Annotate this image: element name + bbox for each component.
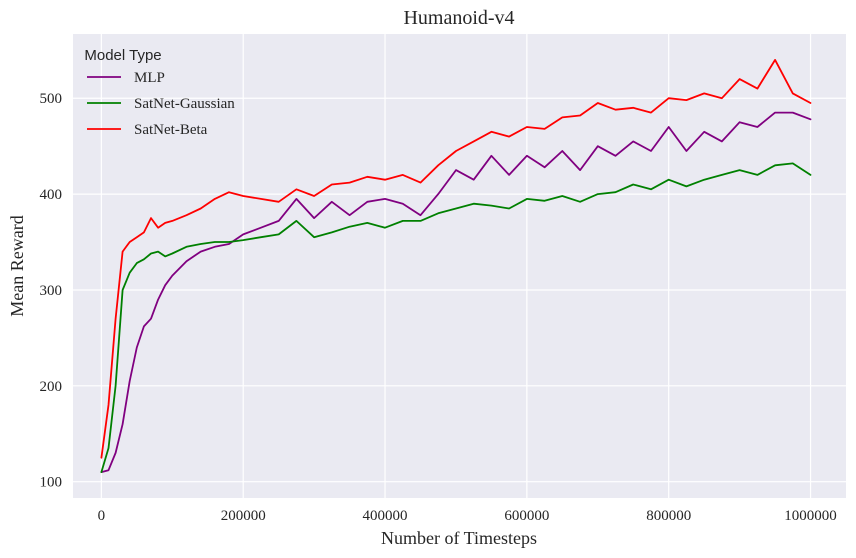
series-line-mlp: [100, 111, 812, 474]
legend-label: SatNet-Gaussian: [134, 96, 235, 112]
x-tick-label: 1000000: [784, 508, 837, 524]
series-lines: [100, 59, 812, 474]
x-tick-label: 400000: [363, 508, 408, 524]
gridlines: [73, 34, 846, 498]
x-tick-label: 600000: [504, 508, 549, 524]
y-tick-label: 500: [40, 91, 63, 107]
legend-label: SatNet-Beta: [134, 122, 208, 138]
series-line-satnet-beta: [100, 59, 812, 459]
y-tick-label: 300: [40, 283, 63, 299]
legend-title: Model Type: [84, 47, 161, 64]
x-tick-label: 0: [98, 508, 106, 524]
legend-entries: MLP SatNet-Gaussian SatNet-Beta: [87, 70, 235, 138]
series-line-satnet-gaussian: [100, 162, 812, 474]
y-tick-label: 400: [40, 187, 63, 203]
y-tick-label: 100: [40, 475, 63, 491]
legend: Model Type MLP SatNet-Gaussian SatNet-Beta: [84, 47, 235, 138]
plot-background: [73, 34, 846, 498]
chart-title: Humanoid-v4: [403, 7, 514, 29]
x-tick-label: 800000: [646, 508, 691, 524]
x-axis-label: Number of Timesteps: [381, 528, 537, 548]
tick-labels: 0 200000 400000 600000 800000 1000000 100 200 30…: [40, 91, 837, 524]
y-tick-label: 200: [40, 379, 63, 395]
legend-label: MLP: [134, 70, 165, 86]
y-axis-label: Mean Reward: [7, 215, 27, 316]
x-tick-label: 200000: [221, 508, 266, 524]
